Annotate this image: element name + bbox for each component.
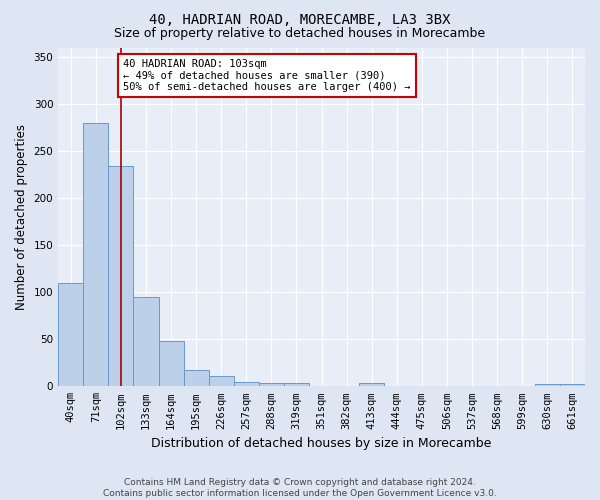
Bar bbox=[184, 370, 209, 386]
Text: Contains HM Land Registry data © Crown copyright and database right 2024.
Contai: Contains HM Land Registry data © Crown c… bbox=[103, 478, 497, 498]
Bar bbox=[560, 384, 585, 386]
Bar bbox=[535, 384, 560, 386]
Text: Size of property relative to detached houses in Morecambe: Size of property relative to detached ho… bbox=[115, 28, 485, 40]
Bar bbox=[158, 341, 184, 386]
X-axis label: Distribution of detached houses by size in Morecambe: Distribution of detached houses by size … bbox=[151, 437, 492, 450]
Bar bbox=[83, 123, 109, 386]
Bar bbox=[234, 382, 259, 386]
Bar bbox=[359, 384, 385, 386]
Bar bbox=[209, 376, 234, 386]
Bar bbox=[284, 384, 309, 386]
Bar bbox=[58, 283, 83, 387]
Bar bbox=[259, 382, 284, 386]
Text: 40 HADRIAN ROAD: 103sqm
← 49% of detached houses are smaller (390)
50% of semi-d: 40 HADRIAN ROAD: 103sqm ← 49% of detache… bbox=[124, 59, 411, 92]
Bar bbox=[109, 166, 133, 386]
Bar bbox=[133, 297, 158, 386]
Y-axis label: Number of detached properties: Number of detached properties bbox=[15, 124, 28, 310]
Text: 40, HADRIAN ROAD, MORECAMBE, LA3 3BX: 40, HADRIAN ROAD, MORECAMBE, LA3 3BX bbox=[149, 12, 451, 26]
